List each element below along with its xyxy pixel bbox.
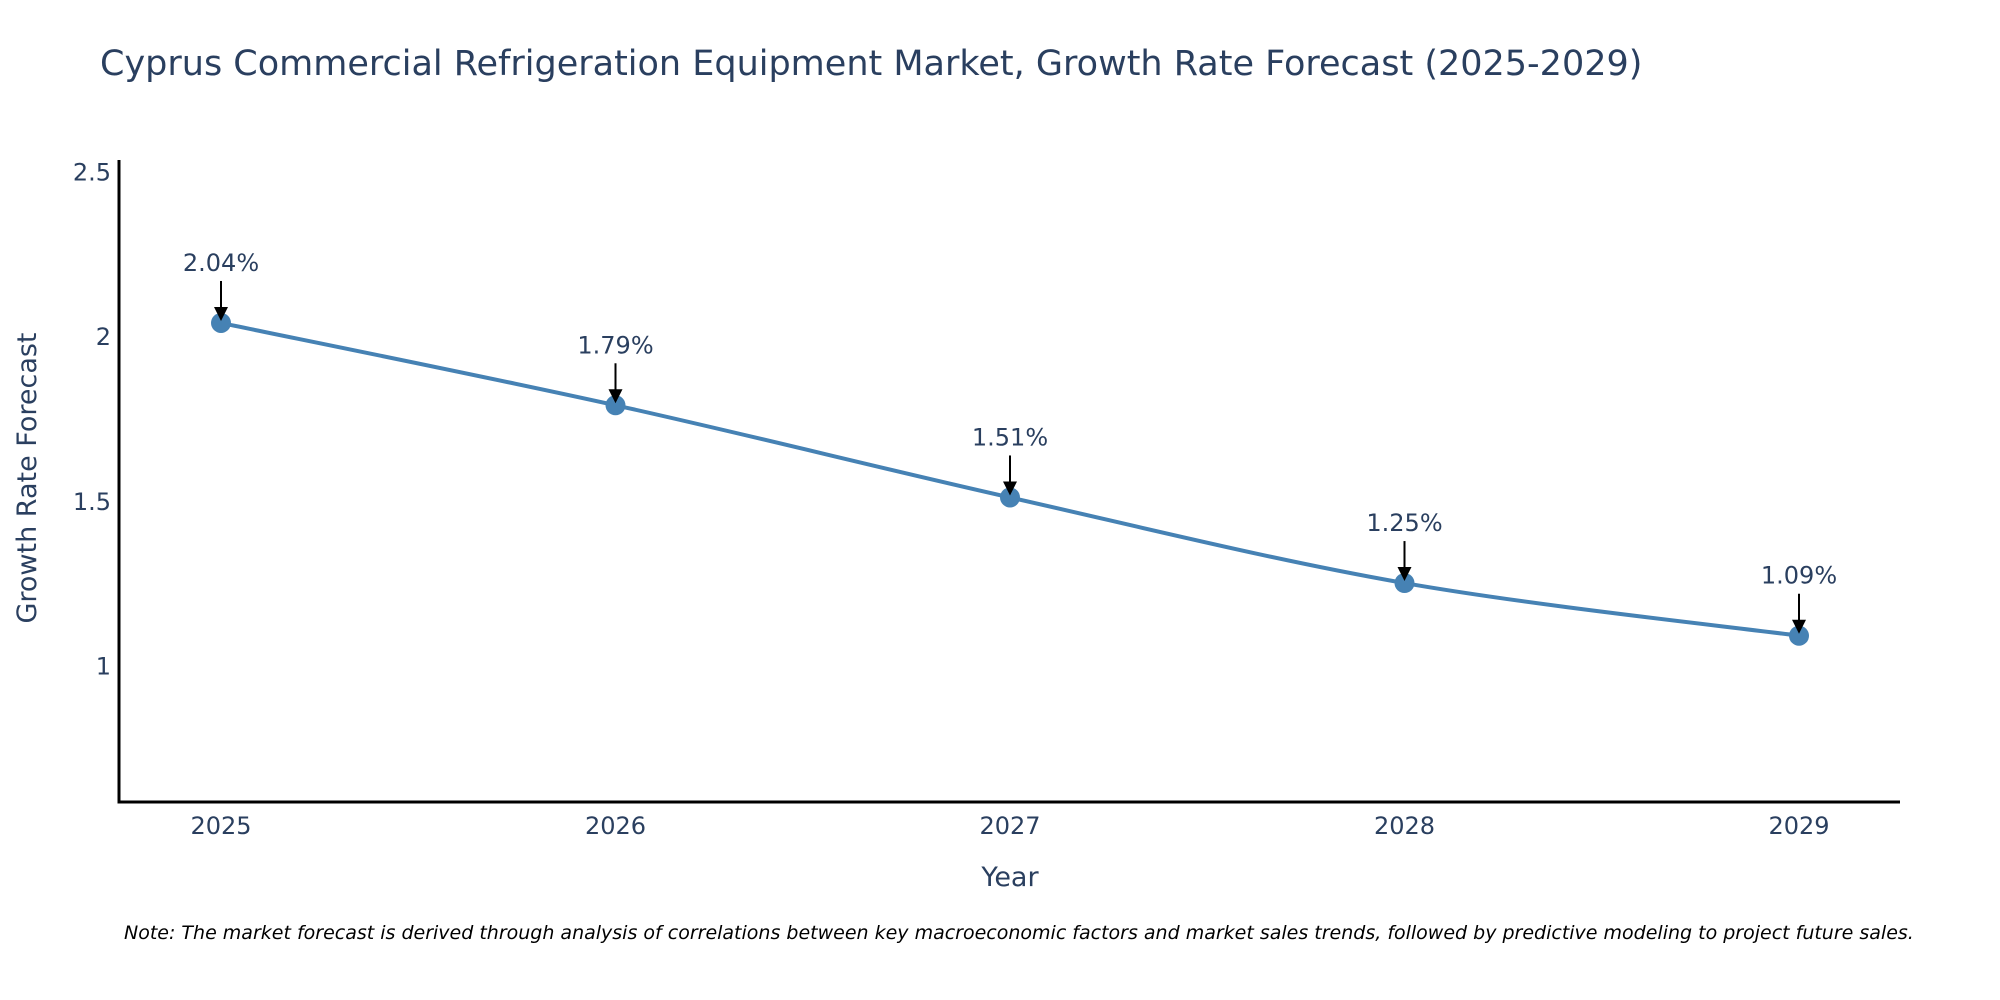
annotation-arrowhead xyxy=(1792,619,1806,634)
y-axis-title: Growth Rate Forecast xyxy=(12,332,43,623)
data-annotations: 2.04% 1.79% 1.51% 1.25% 1.09% xyxy=(183,249,1837,634)
y-tick-label: 2.5 xyxy=(73,159,111,187)
data-markers xyxy=(211,312,1809,646)
x-tick-label: 2025 xyxy=(190,812,251,840)
annotation-arrowhead xyxy=(214,306,228,321)
x-tick-label: 2026 xyxy=(585,812,646,840)
y-tick-label: 1.5 xyxy=(73,488,111,516)
data-label: 1.51% xyxy=(972,423,1048,451)
y-axis-ticks: 1 1.5 2 2.5 xyxy=(73,159,111,681)
annotation-arrowhead xyxy=(608,389,623,404)
y-tick-label: 1 xyxy=(96,652,111,680)
x-axis-ticks: 2025 2026 2027 2028 2029 xyxy=(190,812,1829,840)
x-tick-label: 2029 xyxy=(1768,812,1829,840)
x-axis-title: Year xyxy=(980,862,1039,893)
data-label: 1.79% xyxy=(577,331,653,359)
data-point xyxy=(605,395,626,416)
x-tick-label: 2027 xyxy=(979,812,1040,840)
x-tick-label: 2028 xyxy=(1374,812,1435,840)
data-label: 1.09% xyxy=(1761,562,1837,590)
footnote: Note: The market forecast is derived thr… xyxy=(124,922,1914,944)
data-point xyxy=(211,312,231,333)
chart-title: Cyprus Commercial Refrigeration Equipmen… xyxy=(100,44,1643,84)
data-label: 2.04% xyxy=(183,249,259,277)
data-point xyxy=(1789,625,1809,646)
data-label: 1.25% xyxy=(1366,509,1442,537)
data-point xyxy=(1000,487,1020,508)
y-tick-label: 2 xyxy=(96,323,111,351)
annotation-arrowhead xyxy=(1397,567,1412,582)
data-point xyxy=(1394,573,1415,594)
annotation-arrowhead xyxy=(1003,481,1017,496)
